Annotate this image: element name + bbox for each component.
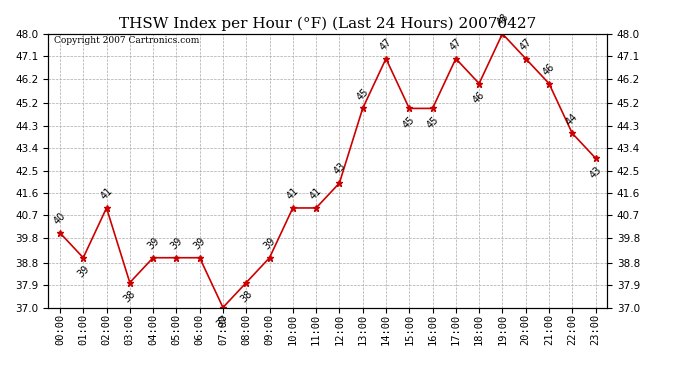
Text: 44: 44 xyxy=(564,111,580,127)
Text: 41: 41 xyxy=(308,186,324,202)
Text: 41: 41 xyxy=(285,186,301,202)
Text: 40: 40 xyxy=(52,211,68,226)
Text: 37: 37 xyxy=(215,314,231,330)
Text: 38: 38 xyxy=(238,289,254,304)
Text: 48: 48 xyxy=(495,12,511,27)
Text: 39: 39 xyxy=(75,264,91,280)
Title: THSW Index per Hour (°F) (Last 24 Hours) 20070427: THSW Index per Hour (°F) (Last 24 Hours)… xyxy=(119,17,536,31)
Text: 47: 47 xyxy=(518,37,533,52)
Text: 45: 45 xyxy=(355,86,371,102)
Text: 45: 45 xyxy=(424,115,440,130)
Text: 39: 39 xyxy=(262,236,277,252)
Text: Copyright 2007 Cartronics.com: Copyright 2007 Cartronics.com xyxy=(54,36,199,45)
Text: 46: 46 xyxy=(471,90,487,105)
Text: 38: 38 xyxy=(122,289,138,304)
Text: 47: 47 xyxy=(448,37,464,52)
Text: 43: 43 xyxy=(588,164,604,180)
Text: 39: 39 xyxy=(145,236,161,252)
Text: 39: 39 xyxy=(192,236,208,252)
Text: 39: 39 xyxy=(168,236,184,252)
Text: 45: 45 xyxy=(402,115,417,130)
Text: 41: 41 xyxy=(99,186,115,202)
Text: 43: 43 xyxy=(331,161,347,177)
Text: 46: 46 xyxy=(541,62,557,77)
Text: 47: 47 xyxy=(378,37,394,52)
